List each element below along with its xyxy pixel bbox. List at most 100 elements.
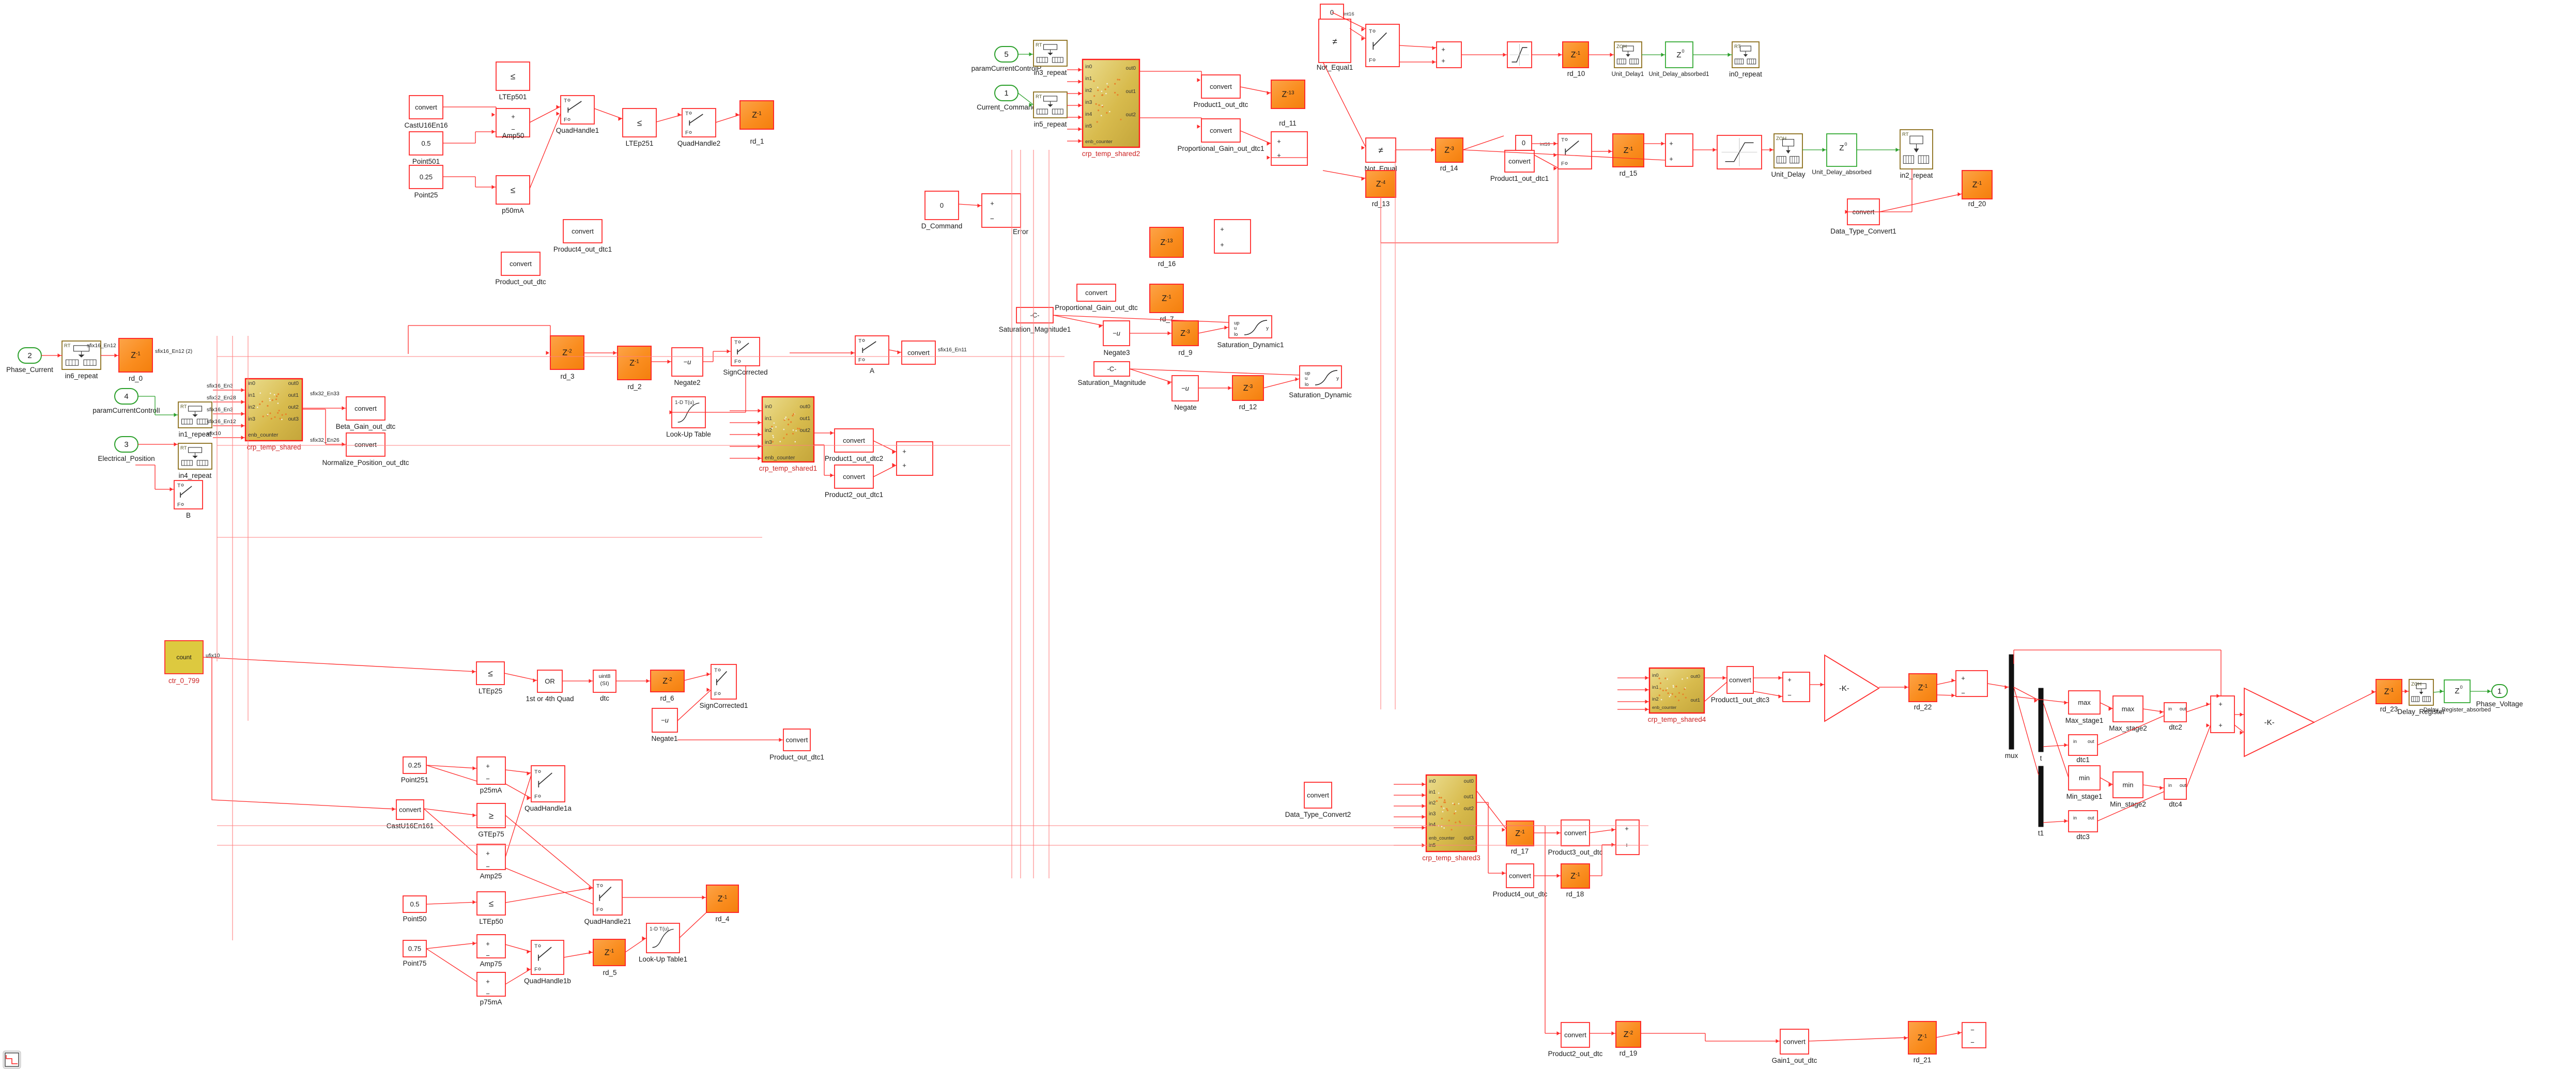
- svg-text:LTEp251: LTEp251: [626, 140, 654, 147]
- svg-text:out1: out1: [1464, 794, 1474, 800]
- svg-text:in3: in3: [1085, 100, 1092, 105]
- svg-text:Current_Command: Current_Command: [977, 103, 1036, 111]
- svg-text:u: u: [1234, 326, 1237, 331]
- svg-text:out1: out1: [1691, 698, 1701, 703]
- svg-text:Beta_Gain_out_dtc: Beta_Gain_out_dtc: [336, 423, 396, 430]
- svg-text:rd_6: rd_6: [660, 694, 674, 702]
- svg-text:T: T: [734, 339, 738, 346]
- svg-text:convert: convert: [354, 405, 377, 412]
- svg-text:F: F: [858, 357, 861, 363]
- svg-text:Negate1: Negate1: [651, 735, 677, 742]
- svg-text:QuadHandle2: QuadHandle2: [677, 140, 720, 147]
- svg-text:Normalize_Position_out_dtc: Normalize_Position_out_dtc: [322, 459, 409, 467]
- svg-text:Look-Up Table1: Look-Up Table1: [639, 955, 687, 963]
- svg-text:Product1_out_dtc1: Product1_out_dtc1: [1490, 175, 1549, 182]
- svg-text:in0: in0: [1085, 64, 1092, 70]
- svg-text:Z: Z: [1839, 144, 1844, 152]
- svg-text:rd_4: rd_4: [715, 915, 730, 923]
- svg-text:paramCurrentControlI: paramCurrentControlI: [92, 407, 160, 414]
- svg-text:rd_5: rd_5: [603, 969, 616, 977]
- svg-text:in4_repeat: in4_repeat: [179, 472, 212, 479]
- svg-text:rd_12: rd_12: [1239, 403, 1257, 411]
- svg-text:Min_stage2: Min_stage2: [2110, 800, 2146, 808]
- svg-text:rd_20: rd_20: [1968, 200, 1986, 208]
- svg-text:Min_stage1: Min_stage1: [2066, 793, 2103, 800]
- svg-text:4: 4: [124, 392, 128, 401]
- svg-text:in0: in0: [765, 404, 772, 410]
- svg-text:Point251: Point251: [401, 776, 428, 784]
- svg-text:sfix16_En12 (2): sfix16_En12 (2): [155, 349, 192, 354]
- svg-text:rd_18: rd_18: [1566, 890, 1584, 898]
- svg-text:0.5: 0.5: [421, 140, 430, 147]
- svg-text:in2_repeat: in2_repeat: [1900, 172, 1933, 179]
- svg-text:Z: Z: [1676, 51, 1681, 59]
- svg-text:rd_17: rd_17: [1511, 847, 1529, 855]
- svg-text:in2: in2: [1085, 88, 1092, 94]
- svg-text:ufix10: ufix10: [207, 431, 221, 437]
- svg-text:Not_Equal1: Not_Equal1: [1317, 64, 1353, 71]
- svg-text:QuadHandle21: QuadHandle21: [584, 918, 631, 925]
- svg-text:OR: OR: [545, 677, 555, 685]
- svg-text:+: +: [2218, 721, 2223, 729]
- svg-text:lo: lo: [1234, 332, 1238, 337]
- svg-text:+: +: [486, 978, 490, 985]
- svg-text:rd_15: rd_15: [1619, 169, 1638, 177]
- svg-text:in1: in1: [1652, 685, 1659, 690]
- svg-text:RT: RT: [1902, 132, 1909, 137]
- svg-text:rd_1: rd_1: [750, 137, 764, 145]
- svg-text:sfix32_En28: sfix32_En28: [207, 395, 236, 401]
- svg-text:GTEp75: GTEp75: [478, 830, 504, 838]
- svg-text:+: +: [990, 199, 994, 207]
- svg-text:Product_out_dtc1: Product_out_dtc1: [769, 753, 824, 761]
- svg-text:Max_stage1: Max_stage1: [2065, 717, 2104, 724]
- svg-text:y: y: [1336, 376, 1339, 381]
- svg-text:convert: convert: [399, 805, 421, 813]
- svg-text:out0: out0: [800, 404, 811, 410]
- svg-text:in2: in2: [1429, 800, 1436, 806]
- svg-text:Product4_out_dtc1: Product4_out_dtc1: [553, 245, 612, 253]
- svg-text:+: +: [486, 849, 490, 857]
- svg-text:T: T: [534, 769, 538, 775]
- svg-text:+: +: [1441, 45, 1445, 53]
- svg-text:Amp75: Amp75: [480, 960, 502, 968]
- svg-text:convert: convert: [1210, 127, 1232, 134]
- svg-text:in0_repeat: in0_repeat: [1729, 70, 1762, 78]
- svg-text:−: −: [486, 990, 490, 998]
- svg-text:≤: ≤: [489, 899, 493, 909]
- svg-text:out: out: [2180, 783, 2186, 788]
- svg-text:dtc3: dtc3: [2076, 833, 2090, 841]
- svg-text:+: +: [486, 762, 490, 770]
- svg-text:p75mA: p75mA: [480, 998, 502, 1006]
- svg-text:−: −: [486, 952, 490, 959]
- svg-text:-K-: -K-: [2264, 718, 2275, 727]
- svg-text:out: out: [2180, 706, 2186, 711]
- svg-text:sfix16_En3: sfix16_En3: [207, 383, 233, 389]
- svg-text:crp_temp_shared4: crp_temp_shared4: [1648, 716, 1706, 723]
- svg-text:convert: convert: [1783, 1037, 1806, 1045]
- svg-text:enb_counter: enb_counter: [248, 432, 279, 438]
- svg-text:y: y: [1266, 326, 1269, 331]
- svg-text:enb_counter: enb_counter: [765, 455, 795, 461]
- svg-text:Point50: Point50: [403, 915, 427, 923]
- svg-text:T: T: [1369, 28, 1372, 35]
- svg-text:0.75: 0.75: [408, 944, 421, 952]
- svg-text:mux: mux: [2005, 752, 2018, 760]
- svg-text:convert: convert: [1085, 289, 1107, 297]
- svg-text:rd_21: rd_21: [1914, 1056, 1932, 1064]
- svg-text:lo: lo: [1305, 382, 1308, 388]
- svg-text:out2: out2: [1464, 806, 1474, 812]
- svg-text:B: B: [186, 512, 191, 519]
- svg-text:crp_temp_shared: crp_temp_shared: [246, 443, 301, 451]
- svg-text:rd_0: rd_0: [129, 375, 143, 382]
- svg-text:Saturation_Dynamic: Saturation_Dynamic: [1289, 391, 1352, 399]
- svg-text:convert: convert: [354, 441, 377, 448]
- svg-text:+: +: [1277, 151, 1281, 159]
- svg-text:F: F: [534, 794, 537, 800]
- svg-text:Amp25: Amp25: [480, 872, 502, 880]
- svg-text:in3: in3: [248, 416, 255, 422]
- svg-text:in0: in0: [1652, 673, 1659, 678]
- svg-text:convert: convert: [786, 736, 808, 743]
- svg-text:out: out: [2088, 739, 2094, 744]
- svg-text:dtc: dtc: [600, 694, 609, 702]
- svg-text:F: F: [1561, 161, 1564, 167]
